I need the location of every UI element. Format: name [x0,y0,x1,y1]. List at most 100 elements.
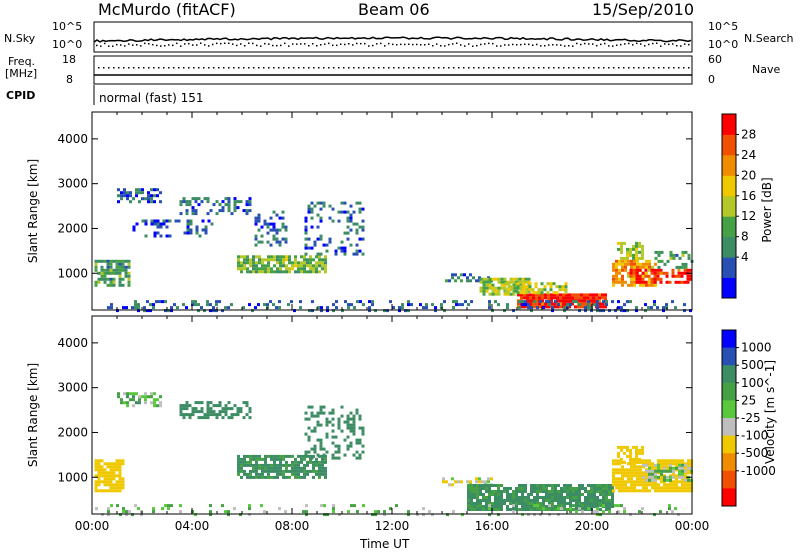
nsearch-point [100,45,102,47]
heatmap-cell [326,513,329,517]
heatmap-cell [572,490,575,493]
heatmap-cell [532,302,535,306]
heatmap-cell [452,300,455,304]
heatmap-cell [353,306,356,310]
nave-point [123,67,125,69]
heatmap-cell [638,274,642,278]
heatmap-cell [284,240,288,244]
heatmap-cell [544,296,547,300]
heatmap-cell [466,279,469,283]
heatmap-cell [595,296,598,300]
heatmap-cell [324,475,327,479]
heatmap-cell [284,228,288,232]
heatmap-cell [275,240,279,244]
heatmap-cell [349,216,353,220]
heatmap-cell [150,219,154,223]
nsearch-point [120,44,122,46]
heatmap-cell [300,460,303,464]
heatmap-cell [663,262,667,266]
heatmap-cell [174,219,178,223]
heatmap-cell [358,453,362,457]
heatmap-cell [638,457,641,461]
heatmap-cell [621,280,624,284]
nave-point [408,67,410,69]
heatmap-cell [467,493,470,496]
heatmap-cell [617,247,620,251]
heatmap-cell [521,277,525,281]
heatmap-cell [482,505,485,508]
nsearch-point [540,45,542,47]
heatmap-cell [541,302,544,306]
heatmap-cell [500,502,503,505]
heatmap-cell [267,475,270,479]
heatmap-cell [106,259,110,263]
heatmap-cell [654,256,658,260]
colorbar-swatch [722,488,736,507]
colorbar-swatch [722,435,736,454]
heatmap-cell [518,484,521,487]
heatmap-cell [550,299,553,303]
heatmap-cell [276,466,279,470]
heatmap-cell [554,493,557,496]
heatmap-cell [624,262,627,266]
heatmap-cell [651,486,654,490]
heatmap-cell [467,496,470,499]
heatmap-cell [189,228,193,232]
nsky-tick-bottom: 10^0 [52,38,83,51]
heatmap-cell [164,300,167,304]
heatmap-cell [451,273,454,277]
heatmap-cell [134,303,137,307]
heatmap-cell [601,296,604,300]
heatmap-cell [275,213,279,217]
heatmap-cell [233,200,237,204]
heatmap-cell [106,262,110,266]
heatmap-cell [352,432,356,436]
heatmap-cell [533,487,536,490]
heatmap-cell [215,404,219,408]
heatmap-cell [633,489,636,493]
heatmap-cell [358,438,362,442]
heatmap-cell [170,309,173,313]
heatmap-cell [319,411,323,415]
heatmap-cell [611,487,614,490]
heatmap-cell [523,305,526,309]
heatmap-cell [103,468,107,472]
heatmap-cell [666,486,669,490]
heatmap-cell [587,306,590,310]
heatmap-cell [347,510,350,514]
velocity-colorbar-label: Velocity [m s^-1] [763,352,777,472]
heatmap-cell [530,499,533,502]
heatmap-cell [668,504,671,508]
heatmap-cell [273,270,276,274]
heatmap-cell [555,291,559,295]
nave-point [638,67,640,69]
heatmap-cell [596,502,599,505]
heatmap-cell [109,271,113,275]
heatmap-cell [669,250,673,254]
heatmap-cell [605,490,608,493]
heatmap-cell [532,296,535,300]
nave-point [138,67,140,69]
heatmap-cell [596,496,599,499]
nsearch-point [244,45,246,47]
heatmap-cell [307,426,311,430]
heatmap-cell [318,270,321,274]
freq-panel-frame [93,55,693,85]
nave-point [568,67,570,69]
heatmap-cell [473,505,476,508]
nsearch-point [404,43,406,46]
nave-point [373,67,375,69]
heatmap-cell [319,438,323,442]
heatmap-cell [303,466,306,470]
nsearch-point [492,42,494,45]
heatmap-cell [648,475,651,479]
heatmap-cell [598,305,601,309]
nave-point [303,67,305,69]
heatmap-cell [577,305,580,309]
heatmap-cell [583,299,586,303]
heatmap-cell [535,293,538,297]
heatmap-cell [279,261,282,265]
heatmap-cell [297,469,300,473]
heatmap-cell [624,259,627,263]
heatmap-cell [560,490,563,493]
